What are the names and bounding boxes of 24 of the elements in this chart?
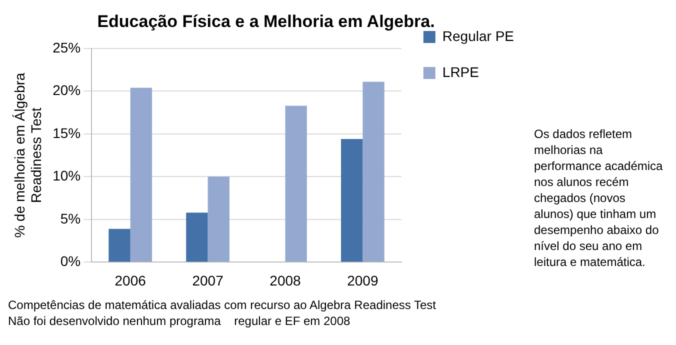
x-tick-label: 2006 [114, 272, 146, 288]
x-tick-label: 2007 [192, 272, 224, 288]
chart-title: Educação Física e a Melhoria em Algebra. [97, 12, 435, 31]
y-tick-label: 20% [52, 82, 81, 98]
bar [186, 212, 208, 262]
legend-label: Regular PE [442, 28, 514, 44]
y-tick-label: 15% [52, 124, 81, 141]
text: Os dados refletem melhorias na performance académica nos alunos recém chegados (novos alunos) que tinham um desempenho abaixo do nível do seu ano em leitura e matemática. [534, 127, 663, 269]
text: Competências de matemática avaliadas com recurso ao Algebra Readiness Test [8, 297, 438, 313]
y-tick-label: 0% [60, 253, 81, 270]
y-tick-label: 25% [52, 39, 81, 56]
text: Não foi desenvolvido nenhum programa regular e EF em 2008 [8, 313, 352, 329]
legend-label: LRPE [442, 64, 479, 80]
bar [341, 139, 363, 262]
bar [130, 88, 152, 262]
bar [362, 82, 384, 262]
y-tick-label: 10% [52, 168, 81, 184]
x-tick-label: 2009 [347, 272, 378, 288]
x-tick-label: 2008 [270, 272, 302, 288]
y-tick-label: 5% [60, 210, 81, 226]
y-axis-title: % de melhoria em Álgebra Readiness Test [11, 72, 44, 238]
bar [108, 228, 130, 262]
bar [285, 106, 307, 262]
bar [208, 176, 230, 262]
